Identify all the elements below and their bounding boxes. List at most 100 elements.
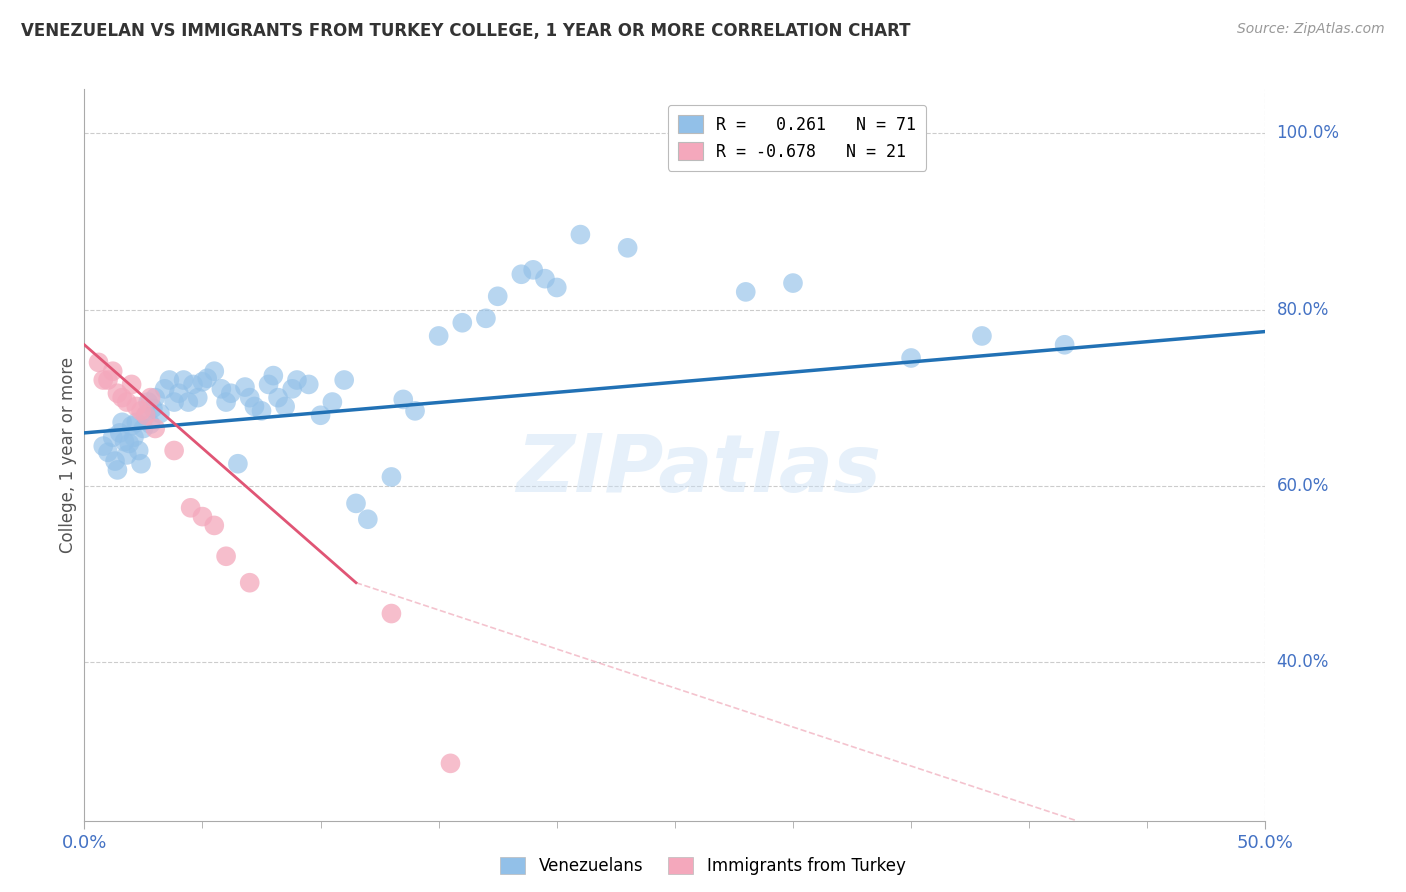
Point — [135, 409, 157, 423]
Point — [475, 311, 498, 326]
Point — [262, 368, 284, 383]
Point — [250, 404, 273, 418]
Point — [427, 329, 450, 343]
Point — [239, 575, 262, 590]
Point — [136, 395, 159, 409]
Legend: Venezuelans, Immigrants from Turkey: Venezuelans, Immigrants from Turkey — [494, 850, 912, 882]
Point — [510, 267, 533, 281]
Point — [139, 391, 162, 405]
Point — [118, 436, 141, 450]
Point — [132, 421, 155, 435]
Point — [219, 386, 242, 401]
Point — [129, 404, 152, 418]
Point — [392, 392, 415, 407]
Point — [87, 355, 110, 369]
Point — [616, 241, 638, 255]
Point — [91, 373, 114, 387]
Point — [782, 276, 804, 290]
Point — [344, 496, 367, 510]
Point — [321, 395, 343, 409]
Point — [129, 457, 152, 471]
Point — [107, 463, 129, 477]
Point — [1053, 338, 1076, 352]
Point — [274, 400, 297, 414]
Text: Source: ZipAtlas.com: Source: ZipAtlas.com — [1237, 22, 1385, 37]
Point — [163, 395, 186, 409]
Text: ZIPatlas: ZIPatlas — [516, 431, 882, 508]
Point — [734, 285, 756, 299]
Point — [180, 500, 202, 515]
Point — [135, 409, 157, 423]
Y-axis label: College, 1 year or more: College, 1 year or more — [59, 357, 77, 553]
Point — [121, 418, 143, 433]
Point — [153, 382, 176, 396]
Point — [209, 382, 232, 396]
Point — [181, 377, 204, 392]
Point — [101, 430, 124, 444]
Point — [149, 407, 172, 421]
Point — [281, 382, 304, 396]
Point — [143, 391, 166, 405]
Text: 100.0%: 100.0% — [1277, 124, 1340, 142]
Point — [107, 386, 129, 401]
Point — [121, 377, 143, 392]
Point — [285, 373, 308, 387]
Point — [267, 391, 290, 405]
Point — [257, 377, 280, 392]
Point — [97, 373, 120, 387]
Point — [215, 549, 238, 564]
Point — [167, 386, 190, 401]
Point — [97, 445, 120, 459]
Point — [357, 512, 380, 526]
Point — [451, 316, 474, 330]
Point — [104, 454, 127, 468]
Point — [380, 470, 402, 484]
Point — [569, 227, 592, 242]
Point — [243, 400, 266, 414]
Point — [114, 434, 136, 449]
Point — [91, 439, 114, 453]
Point — [142, 401, 165, 416]
Point — [163, 443, 186, 458]
Point — [970, 329, 993, 343]
Point — [215, 395, 238, 409]
Point — [177, 395, 200, 409]
Point — [187, 391, 209, 405]
Point — [380, 607, 402, 621]
Point — [202, 518, 225, 533]
Point — [226, 457, 249, 471]
Point — [195, 371, 218, 385]
Point — [202, 364, 225, 378]
Point — [404, 404, 426, 418]
Point — [115, 448, 138, 462]
Point — [309, 409, 332, 423]
Point — [239, 391, 262, 405]
Point — [143, 421, 166, 435]
Point — [125, 415, 148, 429]
Point — [139, 417, 162, 431]
Point — [191, 509, 214, 524]
Point — [101, 364, 124, 378]
Point — [128, 443, 150, 458]
Point — [233, 380, 256, 394]
Point — [173, 373, 195, 387]
Point — [546, 280, 568, 294]
Text: 40.0%: 40.0% — [1277, 653, 1329, 671]
Point — [900, 351, 922, 365]
Point — [439, 756, 461, 771]
Point — [125, 400, 148, 414]
Point — [486, 289, 509, 303]
Point — [111, 391, 134, 405]
Point — [122, 430, 145, 444]
Point — [108, 425, 131, 440]
Point — [191, 375, 214, 389]
Point — [522, 263, 544, 277]
Point — [298, 377, 321, 392]
Legend: R =   0.261   N = 71, R = -0.678   N = 21: R = 0.261 N = 71, R = -0.678 N = 21 — [668, 105, 927, 170]
Point — [157, 373, 180, 387]
Text: 60.0%: 60.0% — [1277, 476, 1329, 495]
Text: VENEZUELAN VS IMMIGRANTS FROM TURKEY COLLEGE, 1 YEAR OR MORE CORRELATION CHART: VENEZUELAN VS IMMIGRANTS FROM TURKEY COL… — [21, 22, 911, 40]
Point — [115, 395, 138, 409]
Text: 80.0%: 80.0% — [1277, 301, 1329, 318]
Point — [333, 373, 356, 387]
